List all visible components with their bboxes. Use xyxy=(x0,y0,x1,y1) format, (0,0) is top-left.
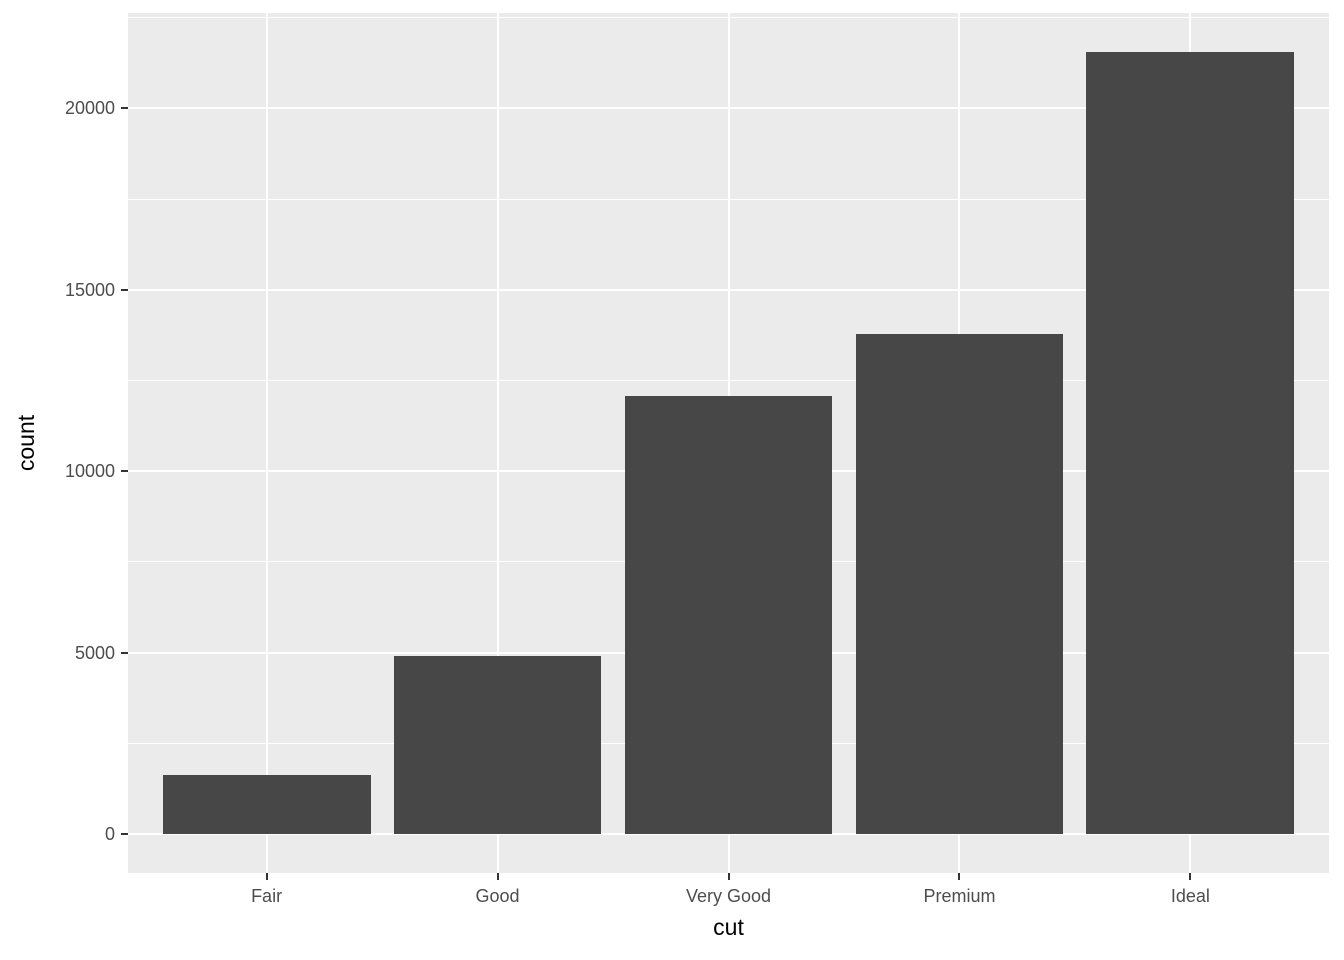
y-tick-label: 5000 xyxy=(74,642,115,663)
x-axis-title: cut xyxy=(713,914,744,940)
bar-ideal xyxy=(1086,52,1295,834)
x-tick-label: Ideal xyxy=(1170,886,1210,906)
y-tick-label: 0 xyxy=(104,823,115,844)
gridline-major-vertical xyxy=(265,13,268,873)
x-axis-tick xyxy=(958,873,961,880)
bar-very-good xyxy=(624,395,833,834)
y-tick-label: 10000 xyxy=(64,461,115,482)
x-axis-tick xyxy=(1189,873,1192,880)
x-axis-tick xyxy=(496,873,499,880)
y-axis-title: count xyxy=(13,414,39,472)
y-axis-tick xyxy=(121,832,128,835)
plot-panel xyxy=(128,13,1329,873)
y-tick-label: 15000 xyxy=(64,279,115,300)
x-axis-tick xyxy=(727,873,730,880)
y-axis-tick xyxy=(121,288,128,291)
bar-fair xyxy=(162,775,371,834)
x-tick-label: Very Good xyxy=(685,886,772,906)
x-tick-label: Premium xyxy=(923,886,996,906)
x-axis-tick xyxy=(265,873,268,880)
gridline-major-vertical xyxy=(496,13,499,873)
y-axis-tick xyxy=(121,651,128,654)
y-tick-label: 20000 xyxy=(64,98,115,119)
y-axis-tick xyxy=(121,107,128,110)
bar-good xyxy=(393,655,602,834)
x-tick-label: Good xyxy=(475,886,520,906)
x-tick-label: Fair xyxy=(251,886,283,906)
y-axis-tick xyxy=(121,470,128,473)
bar-premium xyxy=(855,333,1064,834)
